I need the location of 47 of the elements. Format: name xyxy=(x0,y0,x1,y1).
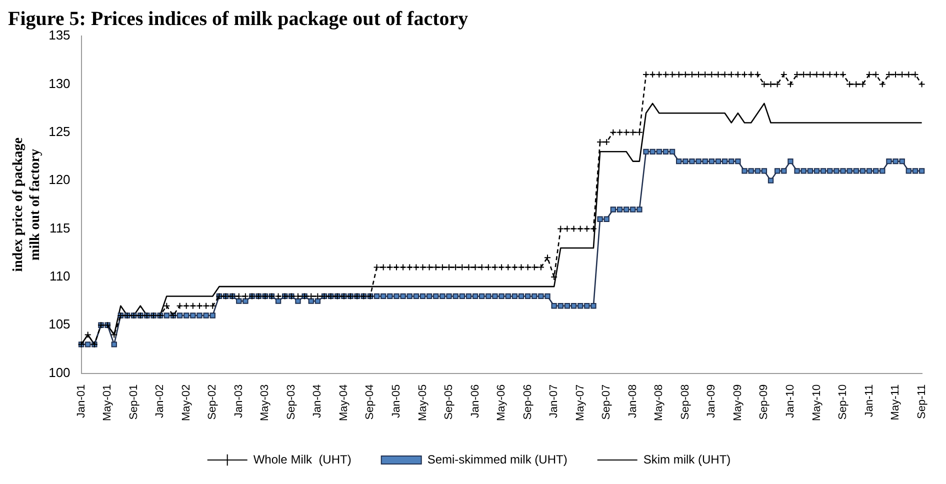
y-tick-label: 110 xyxy=(50,268,70,284)
x-tick-label: May-07 xyxy=(574,384,586,422)
x-tick-label: Sep-08 xyxy=(679,384,692,420)
y-tick-label: 120 xyxy=(48,172,70,188)
x-tick-label: Sep-11 xyxy=(916,384,928,419)
x-tick-label: Sep-03 xyxy=(285,384,298,420)
y-tick-label: 100 xyxy=(48,364,70,380)
point xyxy=(110,331,118,338)
y-tick-label: 135 xyxy=(48,28,70,43)
x-tick-label: Sep-01 xyxy=(128,384,140,420)
legend-label: Whole Milk (UHT) xyxy=(253,452,352,466)
y-axis-title: index price of package milk out of factory xyxy=(11,138,43,272)
x-tick-label: May-03 xyxy=(259,384,272,422)
x-tick-label: Jan-09 xyxy=(706,384,718,418)
x-tick-label: Jan-01 xyxy=(75,384,88,418)
y-tick-label: 115 xyxy=(50,220,70,236)
x-tick-label: May-08 xyxy=(653,384,666,422)
y-tick-label: 105 xyxy=(48,316,70,332)
x-tick-label: Jan-05 xyxy=(390,384,403,418)
x-tick-label: Sep-02 xyxy=(206,384,219,420)
x-tick-label: May-06 xyxy=(496,384,508,422)
x-tick-label: Jan-10 xyxy=(784,384,796,418)
x-tick-label: May-02 xyxy=(180,384,192,422)
x-tick-label: Jan-07 xyxy=(548,384,560,418)
y-tick-label: 125 xyxy=(48,124,70,139)
x-tick-label: May-11 xyxy=(890,384,902,420)
x-tick-label: Jan-04 xyxy=(312,384,324,418)
x-tick-label: Sep-07 xyxy=(600,384,613,420)
x-tick-label: Jan-11 xyxy=(863,384,876,418)
legend-label: Semi-skimmed milk (UHT) xyxy=(427,452,568,466)
x-tick-label: Sep-09 xyxy=(758,384,770,420)
x-tick-label: Sep-06 xyxy=(522,384,534,420)
chart-title: Figure 5: Prices indices of milk package out of factory xyxy=(8,8,468,30)
x-tick-label: May-09 xyxy=(732,384,744,422)
x-tick-label: Jan-08 xyxy=(626,384,639,418)
x-tick-label: Sep-04 xyxy=(364,384,376,420)
x-tick-label: May-01 xyxy=(102,384,114,422)
x-tick-label: Jan-06 xyxy=(469,384,482,418)
x-tick-label: Jan-03 xyxy=(232,384,245,418)
legend-label: Skim milk (UHT) xyxy=(643,452,731,466)
x-tick-label: May-05 xyxy=(416,384,429,422)
x-tick-label: May-04 xyxy=(338,384,350,422)
x-tick-label: Sep-05 xyxy=(443,384,456,420)
x-tick-label: May-10 xyxy=(810,384,823,422)
y-tick-label: 130 xyxy=(48,76,70,91)
x-tick-label: Sep-10 xyxy=(837,384,850,420)
x-tick-label: Jan-02 xyxy=(154,384,166,418)
